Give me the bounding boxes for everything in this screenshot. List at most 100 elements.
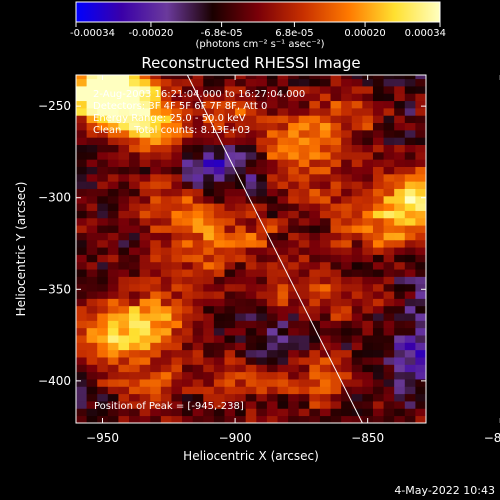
y-axis-label: Heliocentric Y (arcsec) bbox=[14, 182, 28, 317]
heatmap-cell bbox=[86, 166, 98, 175]
heatmap-cell bbox=[351, 261, 363, 270]
heatmap-cell bbox=[298, 305, 310, 314]
heatmap-cell bbox=[351, 75, 363, 80]
heatmap-cell bbox=[341, 166, 353, 175]
heatmap-cell bbox=[160, 379, 172, 387]
heatmap-cell bbox=[118, 401, 130, 409]
heatmap-cell bbox=[76, 371, 88, 380]
heatmap-cell bbox=[118, 386, 130, 395]
heatmap-cell bbox=[277, 335, 289, 343]
heatmap-cell bbox=[288, 137, 300, 145]
heatmap-cell bbox=[76, 291, 88, 299]
heatmap-cell bbox=[129, 408, 141, 417]
heatmap-cell bbox=[203, 371, 215, 380]
heatmap-cell bbox=[213, 393, 225, 402]
heatmap-cell bbox=[288, 393, 300, 402]
heatmap-cell bbox=[341, 401, 353, 409]
heatmap-cell bbox=[139, 327, 151, 336]
heatmap-cell bbox=[372, 247, 384, 255]
heatmap-cell bbox=[319, 408, 331, 417]
heatmap-cell bbox=[235, 313, 247, 321]
heatmap-cell bbox=[213, 129, 225, 138]
heatmap-cell bbox=[256, 239, 268, 248]
heatmap-cell bbox=[129, 100, 141, 109]
heatmap-cell bbox=[351, 320, 363, 329]
heatmap-cell bbox=[118, 144, 130, 153]
heatmap-cell bbox=[309, 371, 321, 380]
heatmap-cell bbox=[97, 349, 109, 358]
heatmap-cell bbox=[256, 327, 268, 336]
heatmap-cell bbox=[76, 247, 88, 255]
heatmap-cell bbox=[245, 129, 257, 138]
heatmap-cell bbox=[362, 357, 374, 365]
heatmap-cell bbox=[309, 386, 321, 395]
heatmap-cell bbox=[341, 269, 353, 277]
heatmap-cell bbox=[266, 210, 278, 219]
heatmap-cell bbox=[372, 239, 384, 248]
heatmap-cell bbox=[415, 379, 426, 387]
heatmap-cell bbox=[182, 415, 194, 423]
heatmap-cell bbox=[224, 364, 236, 373]
heatmap-cell bbox=[288, 364, 300, 373]
heatmap-cell bbox=[203, 137, 215, 145]
heatmap-cell bbox=[160, 415, 172, 423]
heatmap-cell bbox=[372, 217, 384, 226]
x-tick-label: −850 bbox=[351, 431, 384, 445]
heatmap-cell bbox=[383, 151, 395, 160]
heatmap-cell bbox=[394, 408, 406, 417]
heatmap-cell bbox=[309, 144, 321, 153]
heatmap-cell bbox=[394, 320, 406, 329]
heatmap-cell bbox=[351, 386, 363, 395]
heatmap-cell bbox=[235, 217, 247, 226]
heatmap-cell bbox=[86, 269, 98, 277]
heatmap-cell bbox=[309, 393, 321, 402]
heatmap-cell bbox=[182, 371, 194, 380]
heatmap-cell bbox=[362, 151, 374, 160]
heatmap-cell bbox=[319, 313, 331, 321]
heatmap-cell bbox=[404, 327, 416, 336]
heatmap-cell bbox=[404, 225, 416, 233]
heatmap-cell bbox=[107, 261, 119, 270]
heatmap-cell bbox=[330, 173, 342, 182]
heatmap-cell bbox=[266, 342, 278, 351]
heatmap-cell bbox=[245, 232, 257, 241]
heatmap-cell bbox=[415, 254, 426, 263]
heatmap-cell bbox=[86, 408, 98, 417]
heatmap-cell bbox=[160, 115, 172, 124]
heatmap-cell bbox=[256, 335, 268, 343]
heatmap-cell bbox=[97, 247, 109, 255]
heatmap-cell bbox=[245, 203, 257, 211]
heatmap-cell bbox=[86, 379, 98, 387]
heatmap-cell bbox=[118, 217, 130, 226]
heatmap-cell bbox=[266, 75, 278, 80]
heatmap-cell bbox=[341, 261, 353, 270]
heatmap-cell bbox=[288, 386, 300, 395]
heatmap-cell bbox=[118, 320, 130, 329]
heatmap-cell bbox=[288, 93, 300, 102]
heatmap-cell bbox=[171, 137, 183, 145]
heatmap-cell bbox=[192, 232, 204, 241]
heatmap-cell bbox=[288, 78, 300, 87]
heatmap-cell bbox=[288, 415, 300, 423]
heatmap-cell bbox=[319, 349, 331, 358]
heatmap-cell bbox=[182, 122, 194, 131]
heatmap-cell bbox=[277, 232, 289, 241]
heatmap-cell bbox=[160, 335, 172, 343]
heatmap-cell bbox=[309, 100, 321, 109]
heatmap-cell bbox=[341, 342, 353, 351]
heatmap-cell bbox=[362, 379, 374, 387]
heatmap-cell bbox=[266, 151, 278, 160]
heatmap-cell bbox=[118, 269, 130, 277]
heatmap-cell bbox=[76, 232, 88, 241]
heatmap-cell bbox=[351, 335, 363, 343]
heatmap-cell bbox=[298, 144, 310, 153]
heatmap-cell bbox=[372, 357, 384, 365]
heatmap-cell bbox=[160, 203, 172, 211]
heatmap-cell bbox=[319, 173, 331, 182]
heatmap-cell bbox=[362, 195, 374, 204]
heatmap-cell bbox=[192, 379, 204, 387]
heatmap-cell bbox=[150, 247, 162, 255]
heatmap-cell bbox=[309, 327, 321, 336]
heatmap-cell bbox=[203, 239, 215, 248]
heatmap-cell bbox=[309, 151, 321, 160]
